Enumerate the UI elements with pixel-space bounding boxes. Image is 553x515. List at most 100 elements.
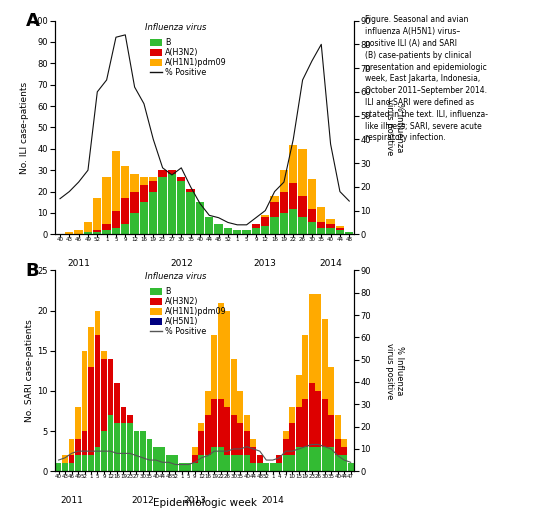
Bar (283, 439, 289, 455)
Bar (82, 455, 87, 471)
Bar (75, 439, 81, 455)
Bar (326, 224, 335, 228)
Bar (251, 447, 256, 463)
Bar (140, 431, 146, 471)
Text: A: A (25, 12, 39, 30)
Bar (270, 202, 279, 217)
Bar (147, 439, 153, 471)
Bar (302, 447, 308, 471)
Bar (166, 455, 172, 471)
Text: Figure. Seasonal and avian
influenza A(H5N1) virus–
positive ILI (A) and SARI
(B: Figure. Seasonal and avian influenza A(H… (365, 15, 488, 143)
Bar (283, 455, 289, 471)
Bar (131, 192, 139, 213)
Bar (322, 447, 327, 471)
Bar (196, 202, 204, 234)
Bar (101, 431, 107, 471)
Text: B: B (25, 262, 39, 280)
Bar (302, 335, 308, 399)
Bar (263, 463, 269, 471)
Text: Influenza virus: Influenza virus (145, 272, 206, 281)
Bar (88, 455, 94, 471)
Bar (335, 455, 341, 471)
Bar (205, 455, 211, 471)
Legend: B, A(H3N2), A(H1N1)pdm09, A(H5N1), % Positive: B, A(H3N2), A(H1N1)pdm09, A(H5N1), % Pos… (149, 286, 228, 337)
Bar (307, 221, 316, 234)
Bar (328, 367, 334, 415)
Text: 2014: 2014 (262, 496, 284, 505)
Bar (114, 423, 120, 471)
Bar (322, 399, 327, 447)
Bar (270, 463, 276, 471)
Bar (101, 359, 107, 431)
Bar (218, 447, 224, 471)
Bar (280, 192, 288, 213)
Bar (317, 221, 326, 228)
Bar (179, 463, 185, 471)
Bar (280, 213, 288, 234)
Bar (205, 391, 211, 415)
Bar (345, 232, 353, 234)
Bar (309, 383, 315, 447)
Bar (177, 181, 185, 234)
Bar (251, 463, 256, 471)
Y-axis label: % Influenza
virus positive: % Influenza virus positive (385, 99, 404, 156)
Bar (289, 183, 298, 209)
Bar (283, 431, 289, 439)
Text: Influenza virus: Influenza virus (145, 23, 206, 32)
Bar (261, 217, 269, 226)
Bar (121, 198, 129, 224)
Bar (242, 230, 251, 234)
Bar (127, 415, 133, 423)
Bar (205, 415, 211, 455)
Bar (84, 232, 92, 234)
Bar (326, 228, 335, 234)
Bar (341, 447, 347, 455)
Bar (173, 455, 178, 471)
Bar (233, 230, 242, 234)
Bar (276, 455, 282, 463)
Text: 2013: 2013 (254, 260, 276, 268)
Bar (276, 463, 282, 471)
Bar (95, 335, 101, 447)
Bar (225, 455, 230, 471)
Bar (307, 179, 316, 209)
Bar (244, 415, 250, 431)
Y-axis label: No. SARI case-patients: No. SARI case-patients (25, 319, 34, 422)
Bar (225, 407, 230, 455)
Bar (84, 221, 92, 232)
Bar (261, 226, 269, 234)
Bar (199, 431, 204, 455)
Bar (127, 423, 133, 471)
Bar (231, 359, 237, 415)
Bar (121, 166, 129, 198)
Bar (252, 224, 260, 228)
Bar (88, 327, 94, 367)
Bar (158, 177, 167, 234)
Bar (317, 207, 326, 221)
Bar (335, 439, 341, 455)
Bar (336, 230, 344, 234)
Bar (107, 415, 113, 471)
Bar (215, 224, 223, 234)
Bar (251, 439, 256, 447)
Bar (107, 359, 113, 415)
Bar (102, 230, 111, 234)
Bar (112, 151, 120, 211)
Text: 2012: 2012 (170, 260, 192, 268)
Bar (192, 463, 198, 471)
Bar (112, 211, 120, 228)
Bar (82, 351, 87, 431)
Bar (186, 192, 195, 234)
Bar (336, 226, 344, 228)
Bar (299, 196, 307, 217)
Bar (192, 455, 198, 463)
Bar (218, 302, 224, 399)
Bar (158, 170, 167, 177)
Bar (205, 217, 213, 234)
Text: 2011: 2011 (60, 496, 83, 505)
Bar (101, 351, 107, 359)
Bar (237, 455, 243, 471)
Bar (341, 455, 347, 471)
Bar (317, 228, 326, 234)
Bar (341, 439, 347, 447)
